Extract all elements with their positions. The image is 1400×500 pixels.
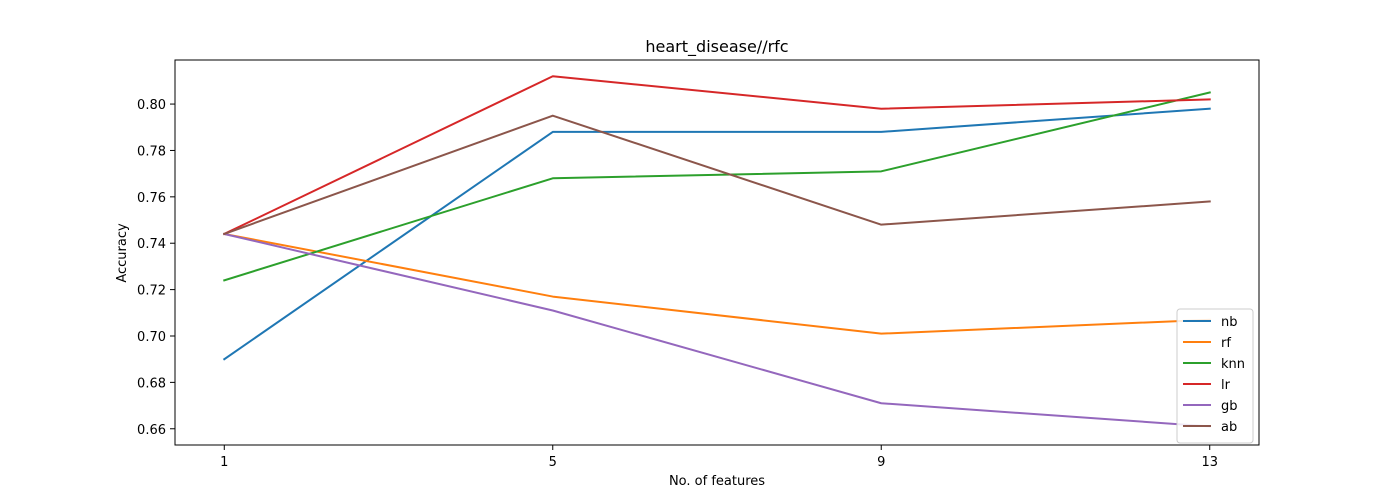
y-tick-label: 0.74 [137,237,166,252]
series-line-gb [223,232,1211,428]
x-tick-label: 9 [877,455,885,470]
legend-label-rf: rf [1221,336,1231,351]
y-tick-label: 0.78 [137,144,166,159]
x-axis-label: No. of features [669,474,765,489]
legend: nb rf knn lr gb ab [1176,308,1254,444]
y-tick-label: 0.76 [137,191,166,206]
x-tick-label: 5 [549,455,557,470]
plot-area: 1 5 9 13 0.66 0.68 0.70 0.72 0.74 0.76 0.78 0.80 [137,59,1260,470]
chart-title: heart_disease//rfc [645,37,788,57]
y-tick-label: 0.66 [137,423,166,438]
y-tick-label: 0.72 [137,284,166,299]
legend-label-gb: gb [1221,399,1238,414]
legend-label-nb: nb [1221,315,1238,330]
series-line-ab [222,114,1211,236]
y-axis-label: Accuracy [115,223,130,283]
series-line-nb [222,107,1211,361]
y-tick-label: 0.68 [137,376,166,391]
legend-box [1176,308,1254,444]
series-line-lr [222,75,1211,236]
legend-label-ab: ab [1221,420,1237,435]
series-line-knn [223,91,1211,282]
x-tick-label: 1 [220,455,228,470]
legend-label-knn: knn [1221,357,1245,372]
series-line-rf [223,232,1211,335]
legend-label-lr: lr [1221,378,1231,393]
y-tick-label: 0.70 [137,330,166,345]
axes-frame [174,59,1260,446]
x-tick-label: 13 [1201,455,1218,470]
y-tick-label: 0.80 [137,98,166,113]
